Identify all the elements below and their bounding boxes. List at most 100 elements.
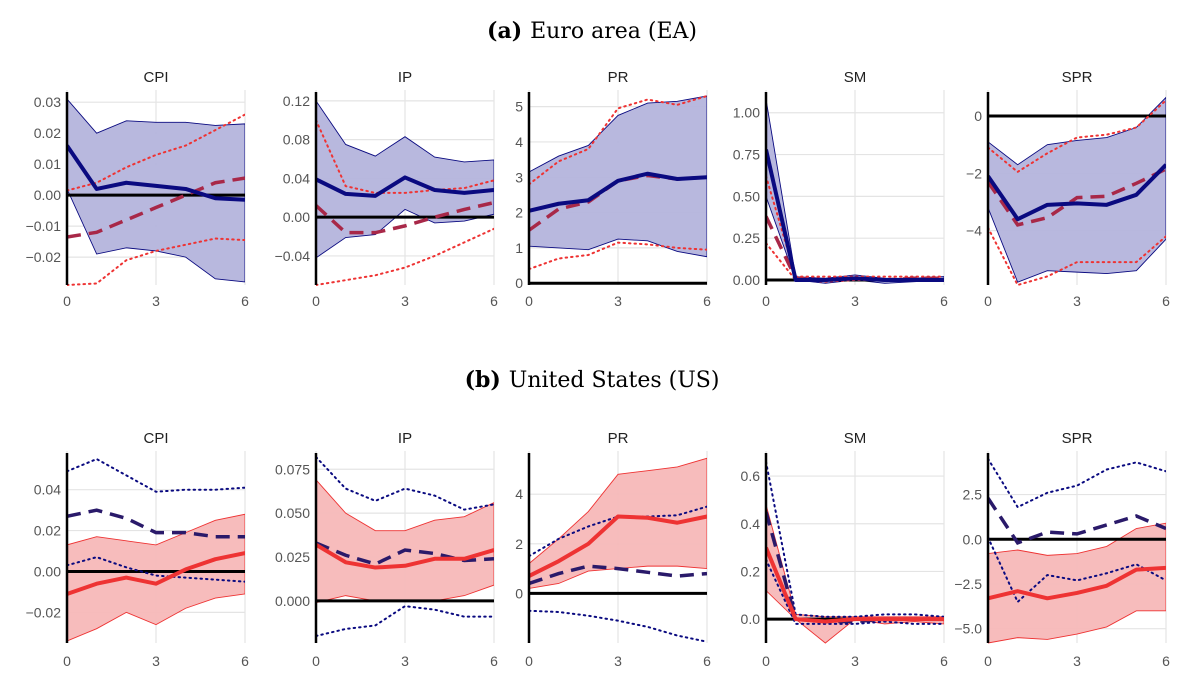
chart-ea-pr-main-line — [529, 171, 707, 213]
chart-ea-pr-title: PR — [608, 69, 629, 86]
chart-us-sm-series — [766, 460, 944, 644]
chart-ea-spr-ytick-1: −2 — [966, 165, 982, 181]
chart-ea-pr-alt-lower — [529, 241, 707, 271]
chart-ea-pr-xtick-6: 6 — [703, 293, 711, 309]
chart-ea-ip-xtick-3: 3 — [401, 293, 409, 309]
chart-ea-cpi-series — [67, 98, 245, 286]
chart-ea-cpi-ytick-2: 0.00 — [34, 187, 61, 203]
chart-us-spr-xtick-3: 3 — [1073, 653, 1081, 669]
chart-us-spr-ytick-0: −5.0 — [954, 621, 982, 637]
chart-us-ip-ytick-2: 0.050 — [275, 505, 310, 521]
chart-ea-spr-xtick-6: 6 — [1162, 293, 1170, 309]
chart-ea-spr-ci-band — [988, 96, 1166, 283]
chart-us-sm-ytick-3: 0.6 — [741, 468, 761, 484]
chart-us-sm-alt-lower — [766, 558, 944, 625]
chart-ea-cpi-xtick-6: 6 — [241, 293, 249, 309]
chart-ea-sm-ytick-0: 0.00 — [733, 272, 760, 288]
chart-us-cpi-alt-line — [67, 508, 245, 539]
subplots-container: CPI−0.02−0.010.000.010.020.030 3 6IP−0.040… — [26, 69, 1171, 669]
chart-us-ip-ytick-1: 0.025 — [275, 549, 310, 565]
chart-ea-pr-ytick-4: 4 — [515, 134, 523, 150]
chart-us-sm-xtick-6: 6 — [940, 653, 948, 669]
chart-ea-ip-ytick-0: −0.04 — [275, 248, 311, 264]
chart-ea-spr-ytick-0: −4 — [966, 223, 982, 239]
chart-ea-cpi-ytick-3: 0.01 — [34, 156, 61, 172]
chart-ea-sm: SM 0.00 0.25 0.50 0.75 1.00 0 3 6 — [733, 69, 948, 309]
panel-b-text: United States (US) — [509, 368, 720, 393]
chart-us-pr-xtick-3: 3 — [614, 653, 622, 669]
chart-ea-cpi-ci-band — [67, 98, 245, 283]
chart-us-spr-ytick-1: −2.5 — [954, 576, 982, 592]
chart-us-sm-ytick-1: 0.2 — [741, 563, 761, 579]
chart-us-pr-series — [529, 457, 707, 643]
chart-ea-ip-xtick-6: 6 — [490, 293, 498, 309]
chart-ea-spr-main-line — [988, 163, 1166, 222]
chart-us-pr-ytick-1: 2 — [515, 536, 523, 552]
chart-us-pr-ytick-0: 0 — [515, 585, 523, 601]
chart-ea-ip-series — [316, 100, 494, 286]
chart-us-pr-title: PR — [608, 430, 629, 447]
chart-ea-pr-ytick-0: 0 — [515, 275, 523, 291]
chart-us-ip-xtick-3: 3 — [401, 653, 409, 669]
chart-ea-cpi-alt-lower — [67, 237, 245, 286]
chart-ea-ip-alt-upper — [316, 119, 494, 194]
chart-ea-spr-alt-line — [988, 167, 1166, 227]
chart-us-cpi-title: CPI — [143, 430, 168, 447]
chart-us-pr-main-line — [529, 514, 707, 578]
chart-us-pr-alt-upper — [529, 505, 707, 558]
chart-ea-sm-main-line — [766, 149, 944, 282]
chart-us-cpi-main-line — [67, 551, 245, 596]
chart-ea-ip-alt-lower — [316, 227, 494, 286]
chart-us-cpi-ci-band — [67, 513, 245, 642]
chart-ea-ip-title: IP — [398, 69, 412, 86]
chart-ea-pr-alt-upper — [529, 95, 707, 186]
chart-us-ip-series — [316, 456, 494, 637]
chart-us-ip-ytick-3: 0.075 — [275, 461, 310, 477]
chart-ea-sm-ytick-1: 0.25 — [733, 230, 760, 246]
chart-us-sm-xtick-3: 3 — [851, 653, 859, 669]
chart-us-ip-title: IP — [398, 430, 412, 447]
chart-ea-cpi: CPI −0.02 −0.01 0.00 0.01 0.02 0.03 0 3 6 — [26, 69, 250, 309]
chart-us-spr: SPR −5.0 −2.5 0.0 2.5 0 3 6 — [954, 430, 1170, 669]
chart-ea-spr-alt-upper — [988, 99, 1166, 174]
chart-us-sm-main-line — [766, 546, 944, 624]
chart-us-ip-ci-band — [316, 479, 494, 604]
chart-us-ip-xtick-0: 0 — [312, 653, 320, 669]
chart-ea-cpi-ytick-4: 0.02 — [34, 125, 61, 141]
chart-ea-pr-series — [529, 95, 707, 285]
panel-b-title: (b) United States (US) — [465, 367, 720, 393]
chart-us-sm-xtick-0: 0 — [762, 653, 770, 669]
chart-ea-ip-xtick-0: 0 — [312, 293, 320, 309]
chart-us-ip-ytick-0: 0.000 — [275, 593, 310, 609]
chart-ea-pr-ytick-1: 1 — [515, 240, 523, 256]
chart-ea-sm-ytick-2: 0.50 — [733, 188, 760, 204]
chart-us-cpi-ytick-3: 0.04 — [34, 482, 61, 498]
chart-us-pr-alt-lower — [529, 609, 707, 643]
chart-ea-ip-ytick-4: 0.12 — [283, 93, 310, 109]
chart-us-pr: PR 0 2 4 0 3 6 — [515, 430, 711, 669]
chart-ea-ip-ytick-2: 0.04 — [283, 170, 310, 186]
chart-us-spr-series — [988, 457, 1166, 644]
chart-ea-sm-title: SM — [844, 69, 867, 86]
chart-us-cpi-alt-lower — [67, 556, 245, 583]
chart-us-ip-alt-upper — [316, 456, 494, 511]
chart-us-spr-title: SPR — [1062, 430, 1093, 447]
chart-ea-pr-xtick-0: 0 — [525, 293, 533, 309]
panel-a-text: Euro area (EA) — [530, 19, 697, 44]
chart-ea-cpi-ytick-0: −0.02 — [26, 249, 62, 265]
chart-ea-pr: PR 0 1 2 3 4 5 0 3 6 — [515, 69, 711, 309]
chart-ea-sm-ytick-4: 1.00 — [733, 105, 760, 121]
chart-us-spr-xtick-6: 6 — [1162, 653, 1170, 669]
chart-ea-sm-series — [766, 99, 944, 284]
chart-ea-sm-ytick-3: 0.75 — [733, 147, 760, 163]
chart-ea-ip-ytick-1: 0.00 — [283, 209, 310, 225]
chart-ea-pr-xtick-3: 3 — [614, 293, 622, 309]
chart-ea-sm-xtick-6: 6 — [940, 293, 948, 309]
chart-us-pr-ci-band — [529, 457, 707, 589]
chart-us-sm-ytick-0: 0.0 — [741, 611, 761, 627]
chart-ea-spr-xtick-3: 3 — [1073, 293, 1081, 309]
chart-us-ip-main-line — [316, 543, 494, 570]
chart-ea-sm-xtick-0: 0 — [762, 293, 770, 309]
chart-ea-cpi-ytick-5: 0.03 — [34, 94, 61, 110]
